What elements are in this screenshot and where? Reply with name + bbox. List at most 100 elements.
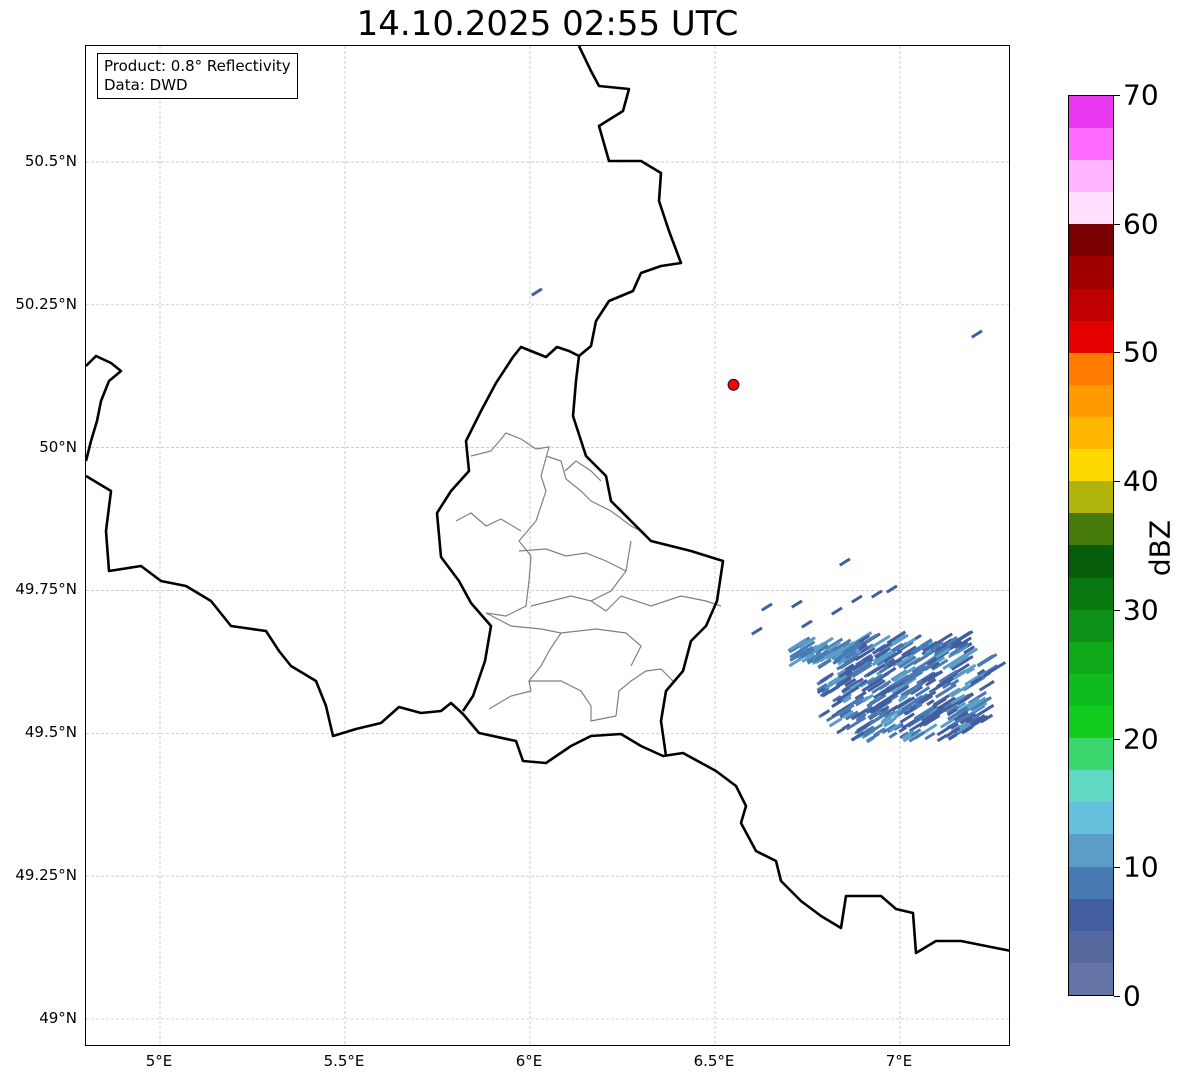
echo-pixel [970, 676, 983, 686]
echo-pixel [842, 709, 854, 719]
echo-pixel [928, 679, 950, 694]
colorbar-segment [1069, 770, 1113, 803]
echo-pixel [883, 649, 903, 663]
echo-pixel [844, 677, 857, 687]
echo-pixel [898, 694, 908, 703]
echo-pixel [950, 630, 972, 646]
y-tick-label: 49.25°N [15, 866, 77, 885]
y-tick-label: 50°N [39, 437, 77, 456]
echo-pixel [821, 685, 838, 698]
echo-pixel [836, 704, 854, 717]
y-tick-label: 50.5°N [24, 152, 77, 170]
admin-boundaries [455, 432, 722, 722]
echo-pixel [795, 645, 814, 659]
echo-pixel [963, 645, 975, 655]
echo-pixel [963, 719, 982, 732]
echo-pixel [892, 633, 909, 646]
echo-pixel [935, 683, 957, 699]
echo-pixel [531, 287, 543, 297]
echo-pixel [870, 712, 887, 724]
echo-pixel [862, 654, 872, 662]
echo-pixel [814, 649, 830, 661]
echo-pixel [919, 638, 933, 648]
echo-pixel [872, 651, 889, 663]
colorbar-segment [1069, 673, 1113, 707]
echo-pixel [849, 681, 861, 691]
data-source-label: Data: DWD [104, 76, 188, 94]
radar-map[interactable] [85, 45, 1010, 1046]
echo-pixel [899, 674, 910, 683]
echo-pixel [914, 642, 929, 654]
echo-pixel [949, 641, 970, 657]
echo-pixel [851, 663, 873, 679]
echo-pixel [913, 705, 935, 721]
echo-pixel [954, 701, 967, 711]
echo-pixel [761, 602, 773, 612]
y-tick-label: 50.25°N [15, 294, 77, 313]
echo-pixel [843, 653, 859, 665]
echo-pixel [883, 719, 894, 728]
echo-pixel [866, 732, 880, 743]
echo-pixel [931, 658, 949, 671]
gridlines [86, 46, 1009, 1045]
product-label: Product: 0.8° Reflectivity [104, 57, 291, 75]
colorbar-label: dBZ [1143, 519, 1177, 577]
echo-pixel [817, 658, 832, 669]
echo-pixel [936, 696, 956, 711]
colorbar-tick-label: 20 [1123, 722, 1159, 756]
echo-pixel [880, 684, 897, 697]
echo-pixel [922, 714, 941, 727]
colorbar-tick-mark [1114, 738, 1120, 740]
echo-pixel [844, 663, 855, 672]
echo-pixel [964, 671, 986, 687]
echo-pixel [958, 641, 967, 649]
echo-pixel [942, 681, 953, 690]
echo-pixel [938, 669, 958, 684]
echo-pixel [842, 695, 852, 704]
echo-pixel [896, 653, 915, 667]
echo-pixel [842, 693, 852, 701]
echo-pixel [798, 636, 816, 649]
colorbar-segment [1069, 834, 1113, 867]
echo-pixel [849, 695, 865, 707]
echo-pixel [973, 697, 990, 709]
echo-pixel [831, 699, 842, 709]
echo-pixel [930, 661, 940, 670]
echo-pixel [851, 594, 863, 604]
colorbar-segment [1069, 898, 1113, 931]
echo-pixel [946, 704, 959, 715]
echo-pixel [908, 719, 927, 733]
colorbar-segment [1069, 417, 1113, 450]
radar-echoes [531, 287, 1009, 744]
colorbar-tick-mark [1114, 352, 1120, 354]
echo-pixel [955, 722, 972, 734]
echo-pixel [911, 658, 933, 674]
echo-pixel [863, 723, 884, 738]
echo-pixel [947, 705, 969, 721]
echo-pixel [879, 685, 892, 695]
echo-pixel [839, 557, 851, 567]
echo-pixel [971, 329, 983, 339]
echo-pixel [815, 644, 829, 655]
echo-pixel [831, 606, 843, 616]
echo-pixel [959, 712, 977, 725]
echo-pixel [914, 686, 931, 698]
echo-pixel [800, 648, 815, 659]
echo-pixel [825, 674, 848, 689]
echo-pixel [949, 654, 970, 669]
echo-pixel [965, 716, 974, 724]
echo-pixel [751, 626, 763, 636]
colorbar-tick-label: 40 [1123, 464, 1159, 498]
colorbar-segment [1069, 256, 1113, 289]
echo-pixel [866, 699, 877, 708]
echo-pixel [903, 706, 917, 716]
echo-pixel [896, 704, 913, 717]
colorbar-segment [1069, 449, 1113, 482]
echo-pixel [953, 710, 969, 722]
echo-pixel [892, 665, 917, 683]
echo-pixel [886, 630, 907, 645]
echo-pixel [952, 663, 977, 681]
echo-pixel [926, 699, 935, 706]
echo-pixel [921, 662, 934, 672]
echo-pixel [867, 679, 886, 693]
